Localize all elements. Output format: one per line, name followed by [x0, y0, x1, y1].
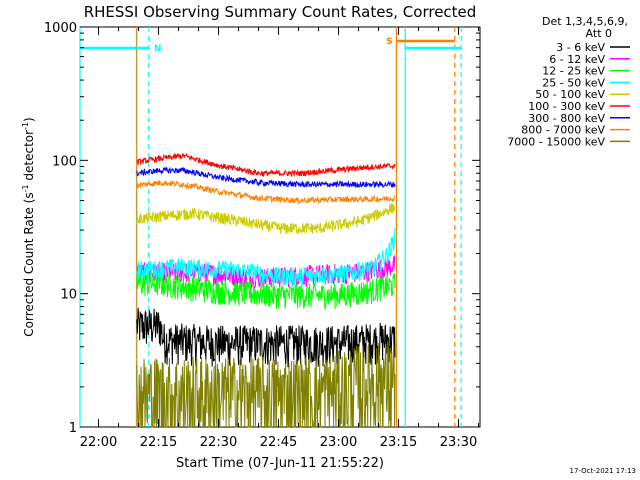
legend-label: 25 - 50 keV: [542, 76, 605, 89]
x-axis-label: Start Time (07-Jun-11 21:55:22): [176, 456, 384, 471]
x-tick-label: 23:15: [380, 435, 417, 450]
y-tick-label: 100: [52, 154, 77, 169]
y-axis-label-superscript-2: -1: [21, 122, 30, 130]
y-axis-label: Corrected Count Rate (s-1 detector-1): [21, 117, 36, 336]
status-bar-label: S: [386, 37, 392, 47]
series-line: [136, 228, 396, 286]
series-line: [136, 307, 396, 368]
x-tick-label: 23:00: [320, 435, 357, 450]
y-axis: 1 10 100 1000: [44, 21, 480, 436]
y-tick-label: 1000: [44, 21, 77, 36]
data-series: [136, 152, 396, 428]
legend-label: 50 - 100 keV: [535, 88, 605, 101]
x-axis: 22:00 22:15 22:30 22:45 23:00 23:15 23:30: [80, 27, 480, 450]
series-line: [136, 203, 396, 235]
legend-label: 100 - 300 keV: [528, 100, 605, 113]
x-tick-label: 22:00: [80, 435, 117, 450]
y-tick-label: 10: [60, 288, 77, 303]
status-bar-label: N: [154, 44, 162, 54]
legend-label: 300 - 800 keV: [528, 112, 605, 125]
legend-header-line-2: Att 0: [586, 27, 612, 40]
event-markers: NS: [79, 27, 462, 427]
legend-label: 6 - 12 keV: [549, 53, 605, 66]
chart-title: RHESSI Observing Summary Count Rates, Co…: [84, 3, 477, 21]
legend-label: 7000 - 15000 keV: [507, 135, 605, 148]
legend-label: 12 - 25 keV: [542, 65, 605, 78]
series-line: [136, 272, 396, 311]
x-tick-label: 22:30: [200, 435, 237, 450]
y-axis-label-superscript-1: -1: [21, 184, 30, 192]
series-line: [136, 152, 396, 178]
x-tick-label: 22:15: [140, 435, 177, 450]
series-line: [136, 166, 396, 189]
x-tick-label: 23:30: [440, 435, 477, 450]
legend-header-line-1: Det 1,3,4,5,6,9,: [542, 15, 628, 28]
legend-label: 3 - 6 keV: [556, 41, 605, 54]
footer-date: 17-Oct-2021 17:13: [570, 467, 636, 475]
series-line: [136, 179, 396, 205]
x-tick-label: 22:45: [260, 435, 297, 450]
series-line: [136, 342, 396, 428]
y-tick-label: 1: [69, 421, 77, 436]
legend-label: 800 - 7000 keV: [521, 124, 605, 137]
